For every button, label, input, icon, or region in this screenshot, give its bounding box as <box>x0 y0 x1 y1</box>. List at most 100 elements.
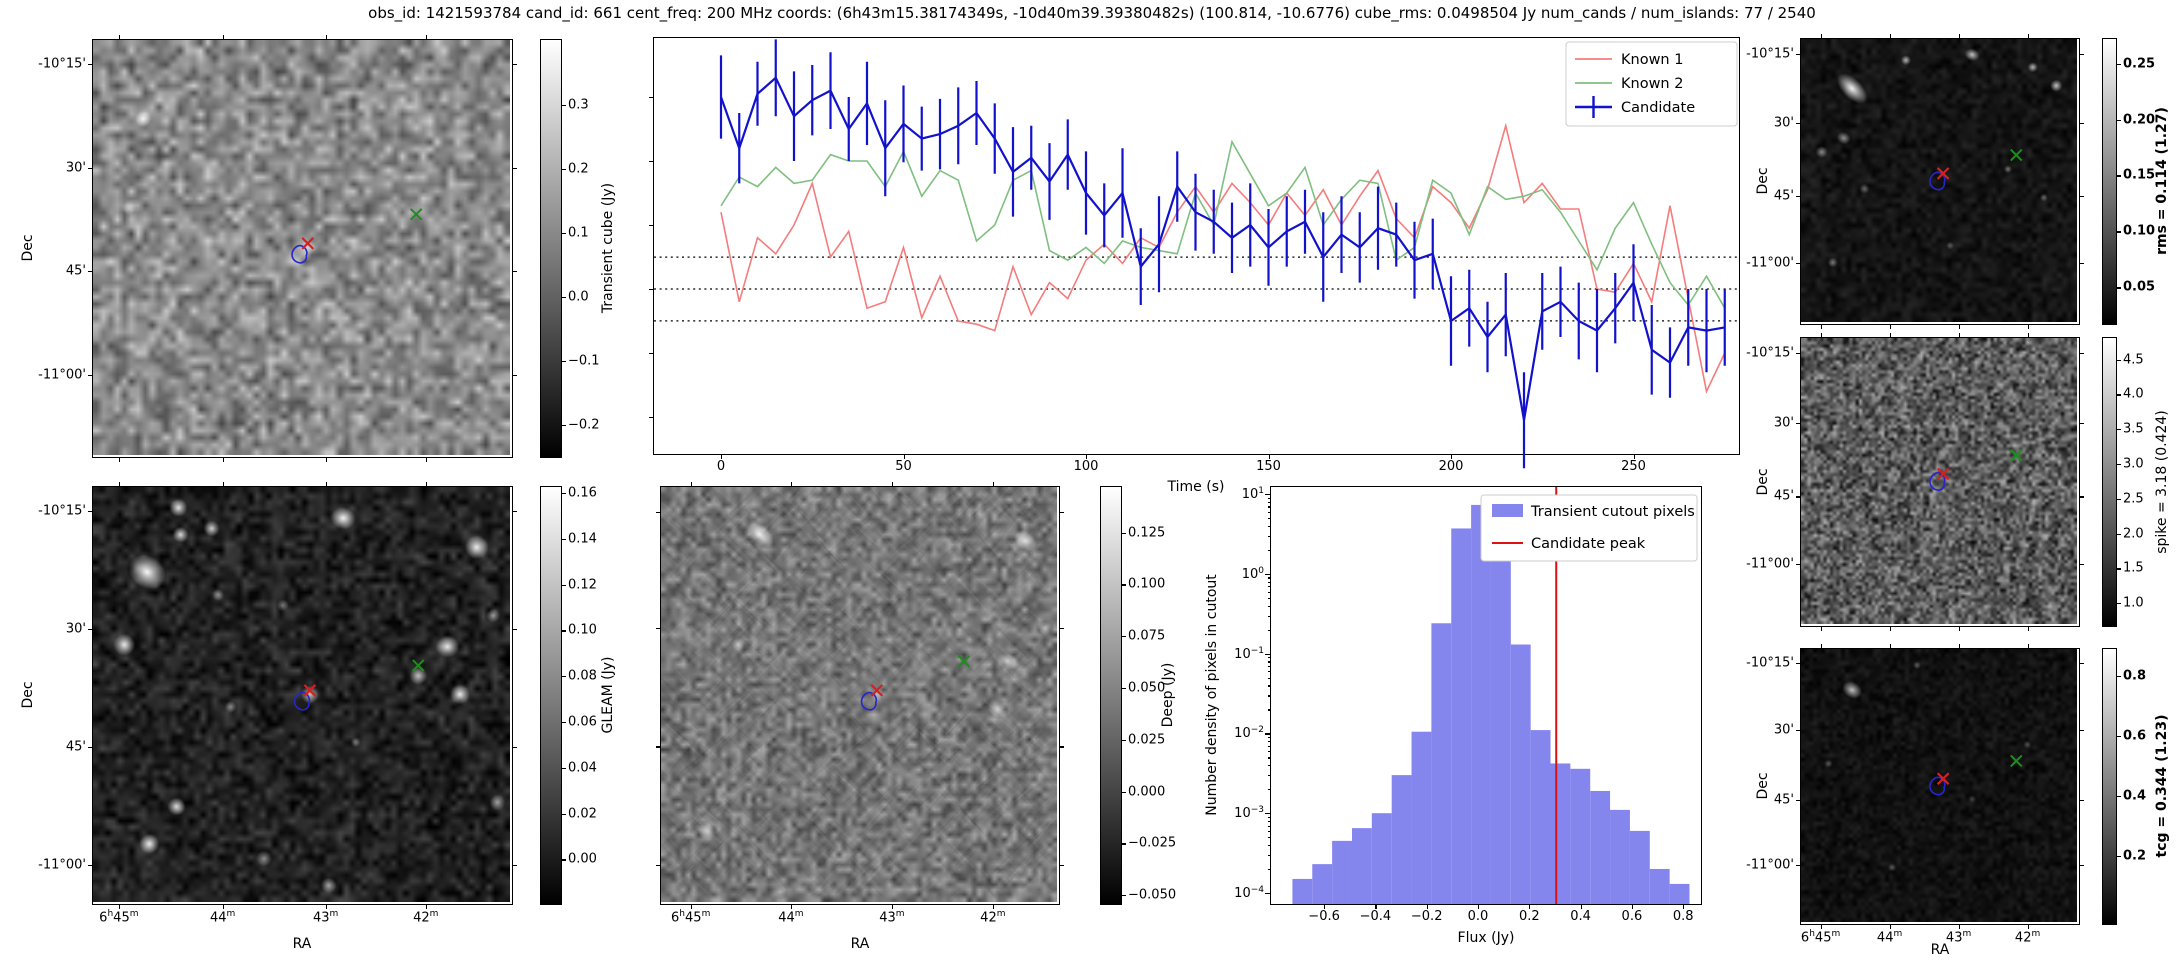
axis-tick <box>2116 359 2121 361</box>
series-known-2 <box>720 139 1726 309</box>
axis-tick <box>2116 498 2121 500</box>
axis-tick <box>88 510 93 512</box>
dec-axis-label-bottom-left: Dec <box>20 681 36 709</box>
axis-tick <box>2027 34 2029 39</box>
ra-tick-label: 43m <box>313 909 339 926</box>
ra-tick-label: 42m <box>2014 929 2041 946</box>
ra-tick-label: 6h45m <box>671 909 711 926</box>
axis-tick <box>1121 739 1126 741</box>
colorbar-tick-label: 2.5 <box>2123 491 2144 507</box>
axis-tick <box>88 628 93 630</box>
axis-tick <box>88 374 93 377</box>
axis-tick <box>1121 636 1126 638</box>
axis-tick <box>561 721 566 724</box>
axis-tick <box>2116 568 2121 570</box>
axis-tick <box>1268 615 1271 617</box>
axis-tick <box>88 270 93 272</box>
axis-tick <box>1529 904 1531 909</box>
axis-tick <box>1265 893 1271 895</box>
axis-tick <box>561 630 566 632</box>
axis-tick <box>2079 262 2084 265</box>
axis-tick <box>1796 422 1801 424</box>
axis-tick <box>561 233 566 235</box>
figure-title: obs_id: 1421593784 cand_id: 661 cent_fre… <box>368 4 1816 22</box>
axis-tick <box>2027 626 2029 631</box>
ra-tick-label: 6h45m <box>99 909 139 926</box>
axis-tick <box>2079 663 2084 665</box>
axis-tick <box>2079 53 2084 55</box>
sky-noise-image <box>661 487 1057 902</box>
ra-tick-label: 42m <box>413 909 439 926</box>
series-candidate <box>719 76 1725 421</box>
axis-tick <box>1268 741 1271 743</box>
axis-tick <box>1268 830 1271 833</box>
axis-tick <box>1268 671 1271 673</box>
axis-tick <box>2079 800 2084 802</box>
axis-tick <box>1268 765 1271 767</box>
axis-tick <box>512 167 517 169</box>
axis-tick <box>512 864 517 866</box>
series-known-1 <box>720 122 1726 394</box>
axis-tick <box>1268 586 1271 588</box>
axis-tick <box>1268 695 1271 697</box>
axis-tick <box>1059 511 1064 514</box>
colorbar-tick-label: 0.25 <box>2123 56 2156 72</box>
dec-tick-label: 30' <box>1773 722 1794 738</box>
axis-tick <box>1268 825 1271 827</box>
colorbar-tick-label: −0.025 <box>1128 835 1177 851</box>
axis-tick <box>2116 394 2121 396</box>
axis-tick <box>88 864 93 866</box>
time-tick-label: 150 <box>1256 459 1281 474</box>
colorbar-tick-label: 3.5 <box>2123 421 2144 437</box>
axis-tick <box>1086 454 1088 459</box>
axis-tick <box>1268 506 1271 508</box>
panel-deep-image: 6h45m 44m 43m 42m <box>656 482 1064 925</box>
axis-tick <box>2079 122 2084 124</box>
axis-tick <box>88 63 93 65</box>
axis-tick <box>1451 454 1453 459</box>
axis-tick <box>512 746 517 748</box>
axis-tick <box>1268 629 1271 631</box>
colorbar-tick-label: 0.00 <box>568 851 597 867</box>
axis-tick <box>649 97 654 99</box>
axis-tick <box>561 105 566 107</box>
dec-tick-label: -10°15' <box>1746 655 1794 671</box>
colorbar-tick-label: 0.06 <box>568 714 597 730</box>
density-tick-label: 10−3 <box>1234 805 1264 822</box>
axis-tick <box>1820 924 1822 929</box>
sky-noise-image <box>93 487 510 902</box>
colorbar-label-rms: rms = 0.114 (1.27) <box>2154 107 2170 255</box>
axis-tick <box>425 904 427 909</box>
flux-tick-label: −0.2 <box>1410 909 1443 924</box>
axis-tick <box>1820 626 1822 631</box>
axis-tick <box>2079 564 2084 566</box>
axis-tick <box>2027 644 2029 649</box>
histogram-bar <box>1490 543 1511 904</box>
axis-tick <box>1121 584 1126 586</box>
axis-tick <box>1478 904 1480 909</box>
axis-tick <box>2116 429 2121 431</box>
axis-tick <box>1121 532 1126 534</box>
axis-tick <box>790 482 793 487</box>
axis-tick <box>561 492 566 495</box>
axis-tick <box>1268 775 1271 777</box>
axis-tick <box>891 482 894 487</box>
axis-tick <box>1268 605 1271 607</box>
axis-tick <box>2116 119 2121 121</box>
axis-tick <box>649 417 654 419</box>
colorbar-tick-label: 0.0 <box>568 289 589 305</box>
colorbar-tick-label: −0.2 <box>568 417 600 433</box>
axis-tick <box>2116 736 2121 738</box>
histogram-bar <box>1351 828 1372 904</box>
dec-tick-label: -10°15' <box>1746 46 1794 62</box>
dec-tick-label: 30' <box>65 621 86 636</box>
lightcurve-plot: Known 1 Known 2 Candidate <box>654 39 1739 469</box>
time-tick-label: 50 <box>895 459 912 474</box>
dec-tick-label: 45' <box>1773 188 1794 204</box>
density-tick-label: 100 <box>1241 565 1264 582</box>
axis-tick <box>561 169 566 171</box>
axis-tick <box>1268 525 1271 527</box>
axis-tick <box>2027 324 2029 329</box>
axis-tick <box>1889 333 1891 338</box>
flux-tick-label: 0.6 <box>1621 909 1643 924</box>
